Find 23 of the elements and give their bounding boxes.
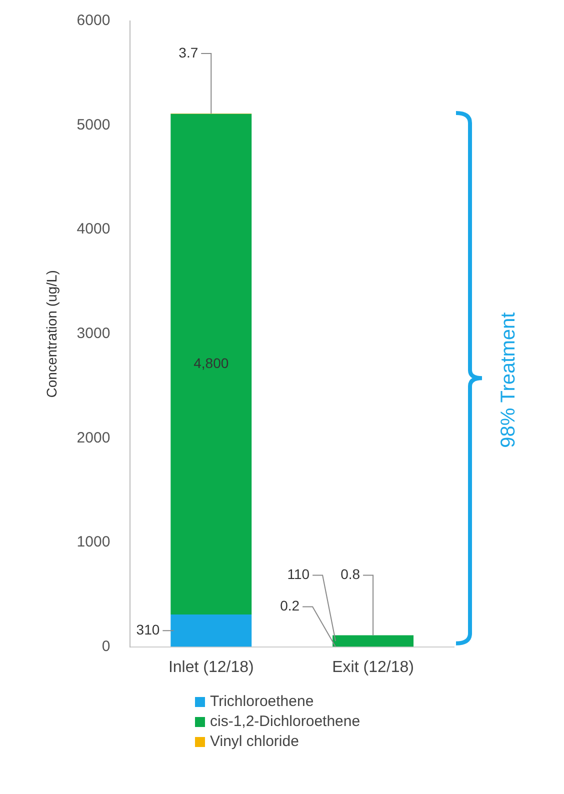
data-label: 4,800 <box>194 355 229 372</box>
y-tick-label: 6000 <box>76 12 110 30</box>
text: 98% Treatment <box>498 312 520 448</box>
x-tick-label: Inlet (12/18) <box>168 658 254 676</box>
legend-label: Vinyl chloride <box>210 733 299 750</box>
bar <box>332 635 414 647</box>
y-tick-label: 1000 <box>76 534 110 551</box>
data-label: 0.8 <box>340 566 360 582</box>
y-tick-label: 0 <box>102 638 110 655</box>
x-tick-label: Exit (12/18) <box>332 658 414 676</box>
bar <box>170 614 252 647</box>
legend-label: Trichloroethene <box>210 693 314 710</box>
y-tick-label: 5000 <box>76 116 110 134</box>
data-label: 310 <box>136 621 160 638</box>
y-tick-label: 4000 <box>76 220 110 238</box>
data-label: 0.2 <box>280 598 300 614</box>
bar <box>170 114 252 614</box>
data-label: 110 <box>287 566 310 582</box>
legend-label: cis-1,2-Dichloroethene <box>210 713 360 730</box>
data-label: 3.7 <box>178 44 198 60</box>
y-tick-label: 3000 <box>76 325 110 342</box>
y-axis-title: Concentration (ug/L) <box>43 270 60 398</box>
y-tick-label: 2000 <box>76 429 110 446</box>
